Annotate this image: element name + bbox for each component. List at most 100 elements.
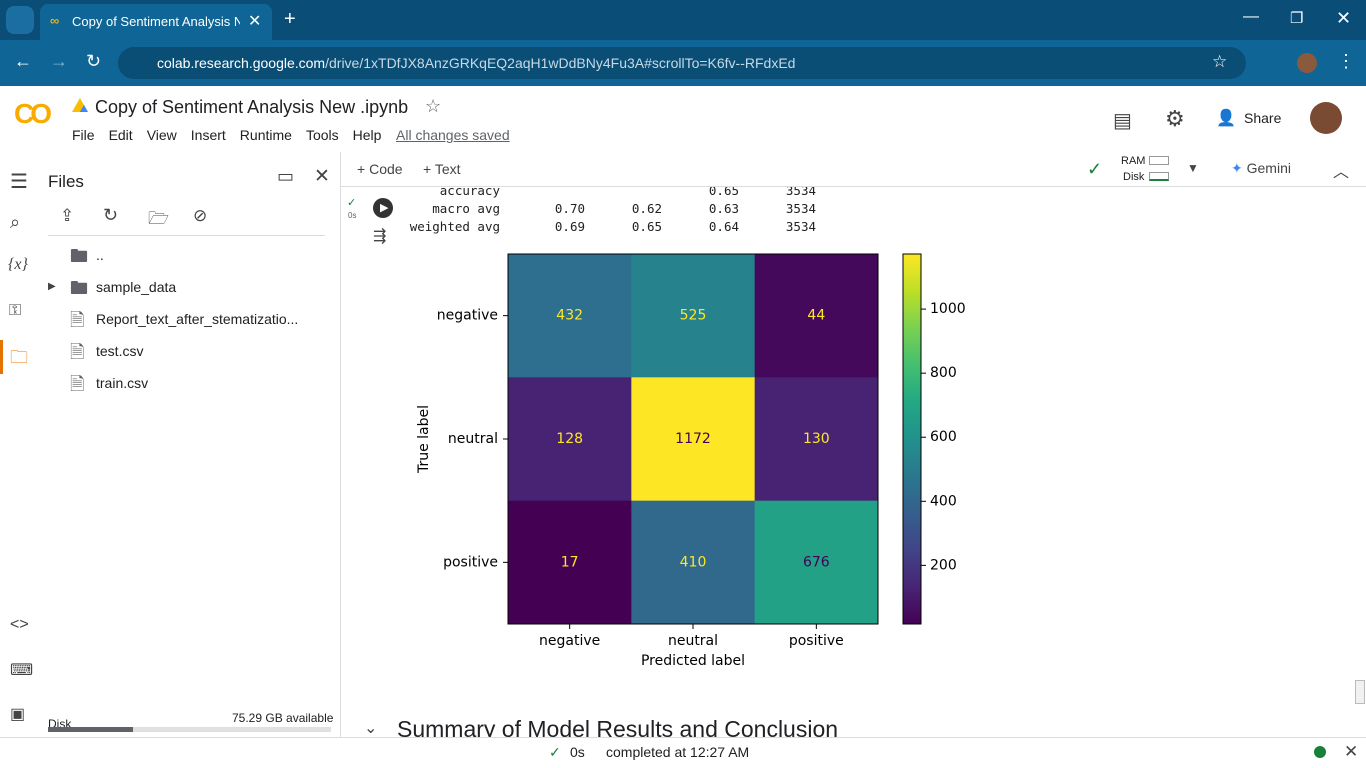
close-window[interactable]: ✕	[1336, 8, 1352, 28]
variables-icon[interactable]: {x}	[8, 256, 28, 273]
close-status[interactable]: ✕	[1344, 742, 1359, 761]
account-avatar[interactable]	[1310, 102, 1342, 134]
reload[interactable]: ↻	[86, 51, 102, 71]
toggle-hidden[interactable]: ⊘	[193, 206, 208, 225]
mount-drive[interactable]: 🗁	[148, 209, 170, 228]
comments[interactable]: ▤	[1113, 110, 1132, 132]
new-tab[interactable]: +	[284, 8, 296, 30]
runtime-dropdown[interactable]: ▼	[1187, 161, 1199, 175]
report-precision: 0.69	[554, 219, 585, 234]
report-support: 3534	[785, 201, 816, 216]
cell-value: 1172	[675, 431, 711, 447]
report-support: 3534	[785, 219, 816, 234]
file-icon: 🗎	[70, 374, 85, 394]
cell-value: 432	[556, 308, 583, 324]
share-button[interactable]: Share	[1244, 110, 1282, 126]
scrollbar-thumb[interactable]	[1355, 680, 1365, 704]
close-panel[interactable]: ✕	[314, 166, 330, 187]
menu-bar: File Edit View Insert Runtime Tools Help	[72, 127, 395, 145]
bookmark-star[interactable]: ☆	[1212, 52, 1228, 71]
cell-value: 410	[680, 554, 707, 570]
menu-item[interactable]: Runtime	[239, 127, 292, 143]
notebook-toolbar: + Code + Text ✓ RAM Disk ▼ ✦ Gemini ︿	[341, 152, 1366, 187]
secrets-icon[interactable]: ⚿	[9, 302, 22, 319]
snippets-icon[interactable]: <>	[10, 616, 29, 633]
active-tab[interactable]: ∞ Copy of Sentiment Analysis Ne ✕	[40, 4, 272, 40]
menu-item[interactable]: Help	[352, 127, 382, 143]
notebook-title[interactable]: Copy of Sentiment Analysis New .ipynb	[95, 97, 409, 117]
upload-file[interactable]: ⇪	[60, 206, 75, 225]
disk-usage-fill	[48, 727, 133, 732]
status-check: ✓	[549, 744, 561, 760]
command-palette-icon[interactable]: ⌨	[10, 662, 34, 679]
files-icon[interactable]: 🗀	[10, 347, 28, 367]
menu-item[interactable]: Tools	[305, 127, 339, 143]
colorbar-tick-label: 600	[930, 429, 957, 445]
search-icon[interactable]: ⌕	[10, 212, 21, 232]
url-path: /drive/1xTDfJX8AnzGRKqEQ2aqH1wDdBNy4Fu3A…	[325, 55, 796, 71]
active-indicator	[0, 340, 3, 374]
run-cell[interactable]: ▶	[373, 198, 393, 218]
back[interactable]: ←	[14, 51, 32, 71]
connected-check: ✓	[1087, 159, 1103, 179]
terminal-icon[interactable]: ▣	[10, 706, 26, 723]
ram-meter	[1149, 156, 1169, 165]
folder-icon: 🖿	[70, 278, 88, 298]
open-in-tab[interactable]: ▭	[277, 166, 295, 186]
cell-ok: ✓	[347, 197, 357, 209]
colorbar-tick-label: 1000	[930, 301, 966, 317]
add-text[interactable]: + Text	[423, 161, 461, 177]
left-rail: ☰ ⌕ {x} ⚿ 🗀 <> ⌨ ▣	[0, 152, 40, 737]
menu-item[interactable]: Insert	[190, 127, 226, 143]
menu-item[interactable]: File	[72, 127, 95, 143]
collapse-section[interactable]: ⌄	[364, 720, 378, 737]
toc-icon[interactable]: ☰	[10, 171, 28, 193]
output-actions[interactable]: ⇶	[373, 228, 387, 245]
report-recall: 0.62	[631, 201, 662, 216]
colab-logo[interactable]: CO	[14, 98, 52, 129]
file-name[interactable]: Report_text_after_stematizatio...	[96, 311, 299, 327]
tab-search-button[interactable]	[6, 6, 34, 34]
gemini-button[interactable]: ✦ Gemini	[1231, 160, 1291, 176]
file-name[interactable]: sample_data	[96, 279, 177, 295]
disk-available: 75.29 GB available	[232, 711, 334, 725]
x-tick-label: neutral	[668, 633, 718, 649]
cell-value: 130	[803, 431, 830, 447]
status-time: 0s	[570, 744, 585, 760]
tab-close[interactable]: ✕	[248, 13, 262, 30]
browser-menu[interactable]: ⋮	[1337, 51, 1355, 71]
refresh[interactable]: ↻	[103, 205, 119, 225]
restore[interactable]: ❐	[1290, 10, 1304, 27]
url-host: colab.research.google.com	[157, 55, 326, 71]
omnibox[interactable]: colab.research.google.com/drive/1xTDfJX8…	[118, 47, 1246, 79]
report-f1: 0.64	[708, 219, 739, 234]
add-code[interactable]: + Code	[357, 161, 403, 177]
minimize[interactable]: —	[1243, 8, 1259, 25]
heatmap-cell	[754, 377, 879, 502]
report-f1: 0.63	[708, 201, 739, 216]
status-completed: completed at 12:27 AM	[606, 744, 750, 760]
disk-meter	[1149, 172, 1169, 181]
report-label: accuracy	[439, 187, 500, 198]
cell-value: 676	[803, 554, 830, 570]
colab-header: CO Copy of Sentiment Analysis New .ipynb…	[0, 86, 1366, 152]
y-axis-label: True label	[416, 405, 432, 474]
settings[interactable]: ⚙	[1165, 106, 1185, 131]
forward[interactable]: →	[50, 51, 68, 71]
file-name[interactable]: train.csv	[96, 375, 149, 391]
gemini-label: Gemini	[1246, 160, 1291, 176]
profile-avatar-small[interactable]	[1297, 53, 1317, 73]
file-name[interactable]: ..	[96, 247, 104, 263]
menu-item[interactable]: Edit	[108, 127, 133, 143]
file-name[interactable]: test.csv	[96, 343, 144, 359]
x-axis-label: Predicted label	[641, 653, 745, 669]
heatmap-cell	[754, 500, 879, 625]
menu-item[interactable]: View	[146, 127, 177, 143]
cell-value: 128	[556, 431, 583, 447]
heatmap-cell	[631, 500, 756, 625]
heatmap-cell	[508, 377, 632, 502]
save-status[interactable]: All changes saved	[396, 127, 510, 143]
star-notebook[interactable]: ☆	[425, 96, 442, 116]
collapse-header[interactable]: ︿	[1333, 164, 1350, 181]
